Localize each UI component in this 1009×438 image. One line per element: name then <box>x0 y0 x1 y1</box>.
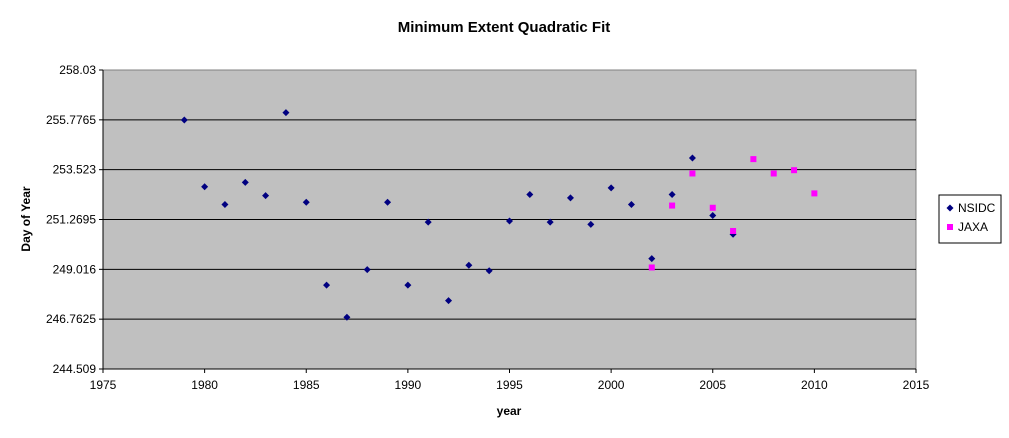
jaxa-point <box>669 202 676 209</box>
nsidc-point <box>424 218 432 226</box>
nsidc-point <box>485 267 493 275</box>
x-tick-label: 2000 <box>598 378 625 392</box>
nsidc-point <box>221 200 229 208</box>
y-tick-label: 244.509 <box>53 362 97 376</box>
gridlines <box>103 119 916 320</box>
x-tick-label: 2010 <box>801 378 828 392</box>
y-tick-label: 258.03 <box>59 63 96 77</box>
jaxa-point <box>709 204 716 211</box>
nsidc-point <box>323 281 331 289</box>
nsidc-point <box>343 313 351 321</box>
x-axis-title: year <box>497 404 522 418</box>
nsidc-point <box>445 297 453 305</box>
nsidc-point <box>404 281 412 289</box>
x-tick-label: 2015 <box>903 378 930 392</box>
jaxa-point <box>648 264 655 271</box>
x-tick-label: 1995 <box>496 378 523 392</box>
y-axis-title: Day of Year <box>19 186 33 251</box>
nsidc-point <box>648 255 656 263</box>
nsidc-point <box>241 178 249 186</box>
x-tick-label: 1980 <box>191 378 218 392</box>
y-tick-label: 249.016 <box>53 262 97 276</box>
jaxa-point <box>689 170 696 177</box>
x-tick-label: 1975 <box>90 378 117 392</box>
y-tick-label: 253.523 <box>53 163 97 177</box>
nsidc-point <box>627 200 635 208</box>
nsidc-point <box>262 192 270 200</box>
x-tick-label: 1990 <box>395 378 422 392</box>
nsidc-point <box>201 183 209 191</box>
x-axis-ticks: 1975 1980 1985 1990 1995 2000 2005 2010 2015 <box>90 368 930 392</box>
legend-box <box>938 194 1002 244</box>
legend-marker-jaxa <box>947 224 953 230</box>
nsidc-point <box>546 218 554 226</box>
nsidc-point <box>302 198 310 206</box>
nsidc-point <box>587 220 595 228</box>
nsidc-point <box>668 191 676 199</box>
data-points <box>180 109 818 321</box>
legend: NSIDC JAXA <box>938 194 1002 244</box>
nsidc-point <box>506 217 513 225</box>
nsidc-point <box>282 109 290 117</box>
jaxa-point <box>791 167 798 174</box>
nsidc-point <box>384 198 392 206</box>
y-tick-label: 246.7625 <box>46 312 96 326</box>
legend-label-jaxa: JAXA <box>958 220 988 234</box>
nsidc-point <box>607 184 615 192</box>
legend-marker-nsidc <box>946 204 954 212</box>
y-axis-ticks: 244.509 246.7625 249.016 251.2695 253.523 255… <box>46 63 104 376</box>
nsidc-point <box>688 154 696 162</box>
nsidc-point <box>526 191 534 199</box>
y-tick-label: 251.2695 <box>46 213 96 227</box>
legend-label-nsidc: NSIDC <box>958 201 996 215</box>
nsidc-point <box>180 116 188 124</box>
jaxa-point <box>811 190 818 197</box>
jaxa-point <box>770 170 777 177</box>
jaxa-point <box>750 156 757 163</box>
chart-title: Minimum Extent Quadratic Fit <box>398 19 611 36</box>
nsidc-point <box>465 261 473 269</box>
x-tick-label: 1985 <box>293 378 320 392</box>
jaxa-point <box>730 227 737 234</box>
nsidc-point <box>566 194 574 202</box>
x-tick-label: 2005 <box>699 378 726 392</box>
nsidc-point <box>363 266 371 274</box>
y-tick-label: 255.7765 <box>46 113 96 127</box>
nsidc-point <box>709 212 717 220</box>
